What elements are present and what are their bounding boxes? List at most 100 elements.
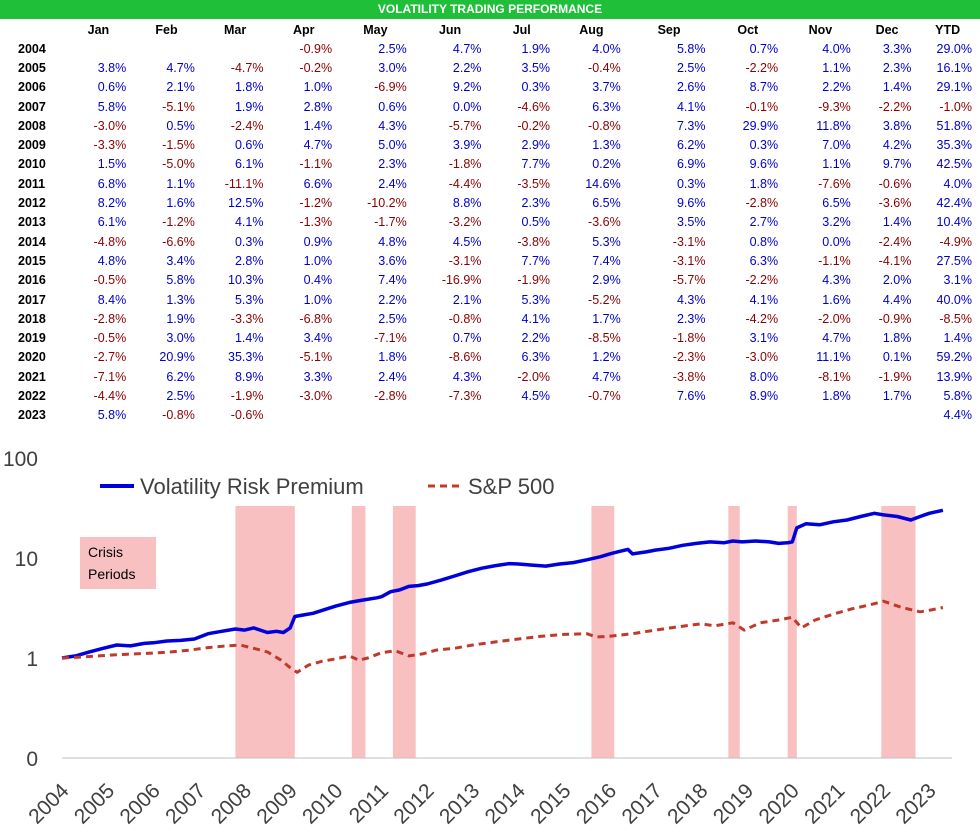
row-year: 2013 [18,215,46,230]
return-cell: -5.7% [448,118,482,133]
return-cell: 2.5% [378,41,407,56]
table-row: 2006 0.6% 2.1% 1.8% 1.0% -6.9% 9.2% 0.3% 3.7% 2.6… [0,78,978,97]
return-cell: 3.8% [882,118,912,133]
growth-chart: 1001010200420052006200720082009201020112… [3,448,952,829]
column-header: Nov [808,22,833,37]
return-cell: -0.2% [517,118,551,133]
return-cell: -0.9% [878,311,912,326]
return-cell: 1.7% [882,388,912,403]
x-tick-label: 2014 [481,779,531,829]
return-cell: 1.6% [166,196,195,211]
return-cell: 6.2% [676,138,706,153]
return-cell: 5.8% [97,408,127,423]
return-cell: 2.5% [378,311,407,326]
return-cell: 1.8% [822,388,851,403]
column-header: May [363,22,388,37]
return-cell: -8.1% [818,369,851,384]
return-cell: 14.6% [585,176,621,191]
return-cell: 13.9% [936,369,972,384]
x-tick-label: 2023 [891,779,940,828]
return-cell: 7.6% [676,388,706,403]
column-header: Jun [438,22,462,37]
return-cell: 8.7% [749,80,779,95]
return-cell: -3.0% [745,350,779,365]
return-cell: -3.3% [93,138,127,153]
return-cell: 3.6% [378,253,407,268]
spx-series-line [61,599,944,674]
return-cell: 29.1% [936,80,972,95]
return-cell: 35.3% [936,138,972,153]
return-cell: -4.6% [517,99,551,114]
return-cell: 0.2% [592,157,621,172]
return-cell: 1.4% [882,80,912,95]
return-cell: 0.3% [521,80,551,95]
return-cell: 5.3% [592,234,621,249]
return-cell: 9.2% [452,80,482,95]
return-cell: 0.5% [521,215,551,230]
return-cell: 4.4% [882,292,912,307]
return-cell: -2.2% [878,99,912,114]
return-cell: -2.0% [517,369,551,384]
x-tick-label: 2005 [70,779,119,828]
return-cell [338,406,413,425]
x-tick-label: 2021 [800,779,849,828]
return-cell: -1.5% [162,138,195,153]
return-cell: -3.1% [448,253,482,268]
return-cell: 2.2% [452,60,482,75]
y-tick-label: 100 [3,448,38,471]
return-cell: 5.3% [234,292,264,307]
return-cell: 0.3% [676,176,706,191]
row-year: 2020 [18,350,46,365]
return-cell: -8.5% [588,331,621,346]
crisis-legend-label: Periods [88,566,135,582]
return-cell: 1.4% [303,118,333,133]
return-cell: 4.0% [592,41,621,56]
return-cell [201,39,270,58]
x-tick-label: 2004 [24,779,74,829]
return-cell: -1.9% [517,273,551,288]
return-cell [413,406,488,425]
return-cell: 40.0% [936,292,972,307]
return-cell: 5.3% [521,292,551,307]
vrp-series-line [61,508,944,660]
column-header: Feb [155,22,178,37]
return-cell: 16.1% [936,60,972,75]
return-cell: -16.9% [441,273,482,288]
row-year: 2011 [18,176,46,191]
return-cell: 42.5% [936,157,972,172]
return-cell: 0.1% [882,350,912,365]
row-year: 2021 [18,369,46,384]
crisis-period-band [591,506,615,758]
return-cell: 1.6% [822,292,851,307]
return-cell [269,406,338,425]
x-tick-label: 2015 [526,779,575,828]
return-cell: 1.9% [234,99,264,114]
return-cell: -11.1% [224,176,264,191]
crisis-period-band [392,506,416,758]
return-cell: -5.0% [162,157,195,172]
return-cell: 4.5% [521,388,551,403]
column-header: Apr [293,22,315,37]
return-cell: -2.4% [230,118,264,133]
table-header: Jan Feb Mar Apr May Jun Jul Aug Sep Oct Nov Dec YTD [0,20,978,39]
return-cell: -1.2% [162,215,195,230]
return-cell: 3.7% [592,80,621,95]
return-cell: 3.3% [303,369,333,384]
return-cell: 4.7% [452,41,482,56]
return-cell: 2.3% [676,311,706,326]
return-cell: 10.4% [936,215,972,230]
return-cell: -0.8% [588,118,621,133]
return-cell: 29.9% [742,118,779,133]
return-cell: -0.4% [588,60,621,75]
return-cell: 3.2% [822,215,851,230]
monthly-returns-table: Jan Feb Mar Apr May Jun Jul Aug Sep Oct Nov Dec YTD … [0,20,978,425]
return-cell: 2.0% [882,273,912,288]
table-row: 2021 -7.1% 6.2% 8.9% 3.3% 2.4% 4.3% -2.0% 4.7% -3… [0,367,978,386]
return-cell: 1.9% [166,311,195,326]
return-cell: -9.3% [818,99,851,114]
column-header: Oct [737,22,759,37]
return-cell: 2.7% [749,215,779,230]
return-cell: 1.4% [943,331,973,346]
row-year: 2006 [18,80,46,95]
return-cell: 2.1% [166,80,195,95]
